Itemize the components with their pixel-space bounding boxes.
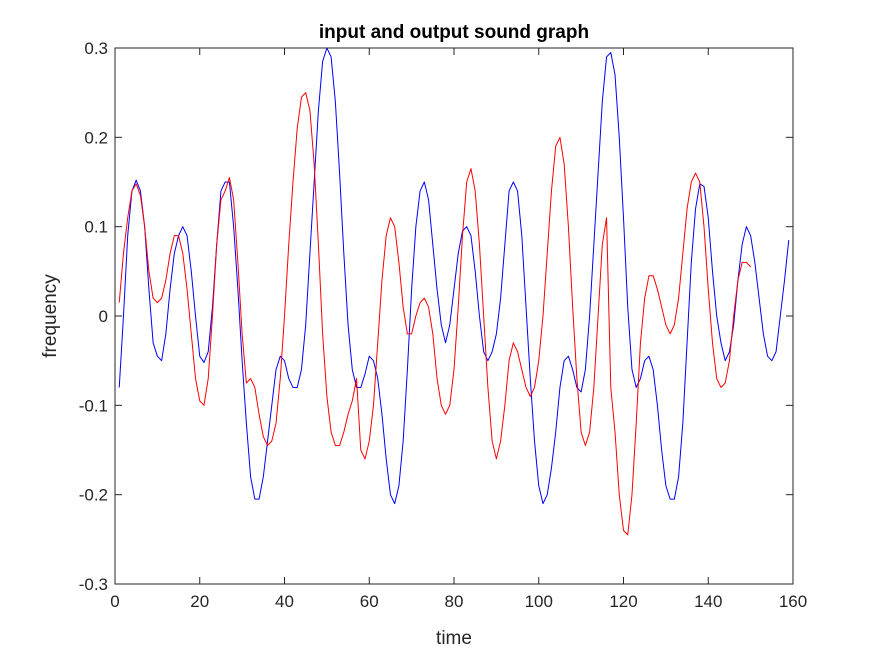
y-tick-label: 0.3 [84,39,108,58]
x-tick-label: 0 [110,592,119,611]
x-tick-label: 160 [779,592,807,611]
x-tick-label: 60 [360,592,379,611]
y-tick-label: -0.1 [79,396,108,415]
tick-layer: 0 20 40 60 80 100 120 140 160 -0.3 -0.2 -0.1 0 0.1 0.2… [79,39,807,611]
y-tick-label: 0.2 [84,128,108,147]
axes-box [114,47,794,585]
x-axis-label: time [436,628,472,649]
y-tick-label: 0.1 [84,218,108,237]
chart-title: input and output sound graph [319,22,589,43]
x-tick-label: 20 [190,592,209,611]
x-tick-label: 40 [275,592,294,611]
x-tick-label: 120 [609,592,637,611]
y-tick-label: 0 [99,307,108,326]
series-line-1 [118,47,790,505]
x-tick-label: 140 [694,592,722,611]
x-tick-label: 100 [525,592,553,611]
series-line-2 [118,92,751,536]
y-tick-label: -0.3 [79,575,108,594]
x-tick-label: 80 [445,592,464,611]
y-tick-label: -0.2 [79,486,108,505]
plot-area [115,48,793,584]
series-layer [118,47,790,536]
y-axis-label: frequency [40,274,61,358]
